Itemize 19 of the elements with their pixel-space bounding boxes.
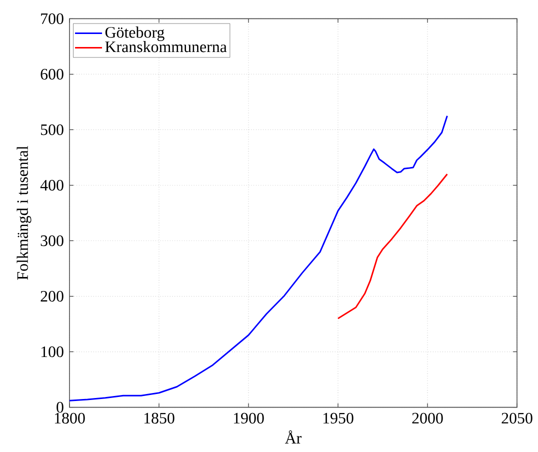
line-series [337, 173, 448, 320]
y-tick-label: 100 [41, 346, 64, 358]
y-axis-title: Folkmängd i tusental [16, 146, 32, 280]
x-tick-label: 1950 [323, 412, 354, 424]
x-tick-label: 1800 [54, 412, 85, 424]
legend-label: Göteborg [105, 26, 164, 42]
y-tick-label: 700 [41, 13, 64, 24]
x-tick-label: 2050 [502, 412, 532, 424]
y-tick-label: 0 [56, 402, 64, 413]
y-tick-label: 400 [40, 180, 64, 191]
legend-label: Kranskommunerna [105, 40, 227, 52]
y-tick-label: 200 [40, 290, 64, 302]
x-axis-title: År [285, 430, 302, 444]
x-tick-label: 1900 [234, 412, 264, 424]
y-tick-label: 600 [40, 68, 64, 80]
y-tick-label: 300 [40, 235, 64, 246]
y-tick-label: 500 [41, 124, 64, 136]
x-tick-label: 1850 [144, 412, 174, 424]
x-tick-label: 2000 [412, 412, 443, 424]
